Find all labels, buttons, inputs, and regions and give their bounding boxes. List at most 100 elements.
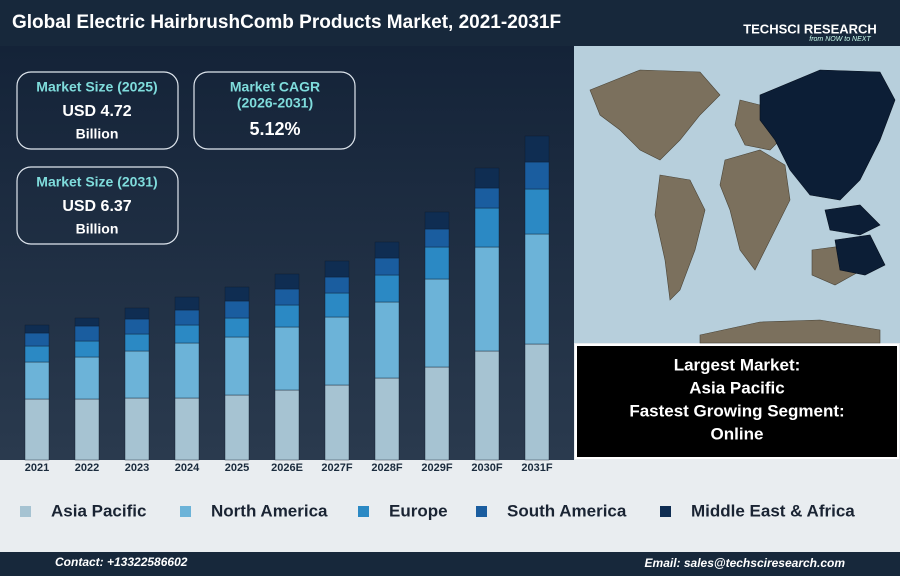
bar-segment xyxy=(474,187,500,209)
bar-segment xyxy=(174,342,200,399)
kpi-frames xyxy=(16,71,356,245)
bar-segment xyxy=(224,286,250,302)
bar-segment xyxy=(274,273,300,290)
x-tick-label: 2031F xyxy=(521,462,552,474)
footer-contact: Contact: +13322586602 xyxy=(55,555,188,569)
bar-segment xyxy=(524,135,550,163)
logo: TECHSCI RESEARCH xyxy=(743,21,877,36)
bar-segment xyxy=(374,301,400,379)
bar-segment xyxy=(424,211,450,230)
bar-segment xyxy=(424,228,450,248)
highlight-line: Largest Market: xyxy=(674,355,801,374)
bar-segment xyxy=(424,278,450,368)
bar-segment xyxy=(324,260,350,278)
kpi-value: USD 6.37 xyxy=(62,198,131,215)
bar-segment xyxy=(324,276,350,294)
bar-segment xyxy=(174,296,200,311)
x-tick-label: 2028F xyxy=(371,462,402,474)
kpi-frame xyxy=(16,166,179,245)
x-tick-label: 2030F xyxy=(471,462,502,474)
bar-segment xyxy=(174,309,200,326)
bar-segment xyxy=(224,394,250,461)
bar-segment xyxy=(274,304,300,328)
bar-segment xyxy=(174,397,200,461)
highlighted-region xyxy=(759,69,896,276)
bar-segment xyxy=(174,324,200,344)
legend-swatch xyxy=(358,506,369,517)
footer-band xyxy=(0,552,900,576)
x-tick-label: 2026E xyxy=(271,462,303,474)
x-tick-label: 2027F xyxy=(321,462,352,474)
bar-segment xyxy=(24,398,50,461)
kpi-label: Market Size (2025) xyxy=(36,79,157,95)
legend-label: South America xyxy=(507,501,627,520)
bar-segment xyxy=(374,241,400,259)
bar-segment xyxy=(224,336,250,396)
kpi-unit: Billion xyxy=(76,221,119,237)
highlight-line: Asia Pacific xyxy=(689,378,784,397)
x-tick-label: 2021 xyxy=(25,462,49,474)
bar-segment xyxy=(24,332,50,347)
bar-segment xyxy=(74,317,100,327)
x-tick-label: 2022 xyxy=(75,462,99,474)
bar-segment xyxy=(224,300,250,319)
bar-segment xyxy=(524,233,550,345)
legend-swatch xyxy=(20,506,31,517)
bar-segment xyxy=(474,246,500,352)
kpi-label: Market Size (2031) xyxy=(36,174,157,190)
kpis: Market Size (2025) USD 4.72 Billion Mark… xyxy=(36,79,320,237)
legend-swatch xyxy=(180,506,191,517)
bar-segment xyxy=(324,292,350,318)
bar-segment xyxy=(424,246,450,280)
x-tick-label: 2024 xyxy=(175,462,200,474)
legend-label: Middle East & Africa xyxy=(691,501,855,520)
page-title: Global Electric HairbrushComb Products M… xyxy=(12,12,561,33)
bar-segment xyxy=(324,384,350,461)
bar-segment xyxy=(124,397,150,461)
x-tick-label: 2025 xyxy=(225,462,249,474)
bar-segment xyxy=(374,274,400,303)
header-band xyxy=(0,0,900,46)
bar-segment xyxy=(324,316,350,386)
bar-segment xyxy=(124,333,150,352)
kpi-frame xyxy=(193,71,356,150)
bar-segment xyxy=(124,307,150,320)
bar-segment xyxy=(474,207,500,248)
bar-segment xyxy=(524,188,550,235)
highlights: Largest Market: Asia Pacific Fastest Gro… xyxy=(629,355,844,443)
bar-segment xyxy=(24,345,50,363)
legend-swatch xyxy=(476,506,487,517)
bar-segment xyxy=(474,350,500,461)
bar-segment xyxy=(424,366,450,461)
footer-email: Email: sales@techsciresearch.com xyxy=(645,556,846,570)
bar-segment xyxy=(524,343,550,461)
bar-segment xyxy=(374,257,400,276)
bar-segment xyxy=(74,340,100,358)
kpi-unit: Billion xyxy=(76,126,119,142)
bar-segment xyxy=(274,389,300,461)
kpi-value: 5.12% xyxy=(249,119,300,139)
world-map xyxy=(589,69,881,344)
kpi-label: Market CAGR xyxy=(230,79,320,95)
bar-segment xyxy=(224,317,250,338)
highlight-line: Fastest Growing Segment: xyxy=(629,401,844,420)
legend-label: North America xyxy=(211,501,328,520)
x-tick-label: 2023 xyxy=(125,462,149,474)
bar-segment xyxy=(274,326,300,391)
bar-segment xyxy=(274,288,300,306)
logo-tagline: from NOW to NEXT xyxy=(809,36,871,43)
kpi-sublabel: (2026-2031) xyxy=(237,95,313,111)
bar-segment xyxy=(374,377,400,461)
bar-segment xyxy=(74,398,100,461)
x-tick-label: 2029F xyxy=(421,462,452,474)
bar-segment xyxy=(474,167,500,189)
bar-segment xyxy=(74,325,100,342)
bar-segment xyxy=(124,318,150,335)
bar-segment xyxy=(524,161,550,190)
bar-segment xyxy=(24,324,50,334)
bar-segment xyxy=(124,350,150,399)
legend-label: Europe xyxy=(389,501,448,520)
bar-segment xyxy=(24,361,50,400)
bar-segment xyxy=(74,356,100,400)
